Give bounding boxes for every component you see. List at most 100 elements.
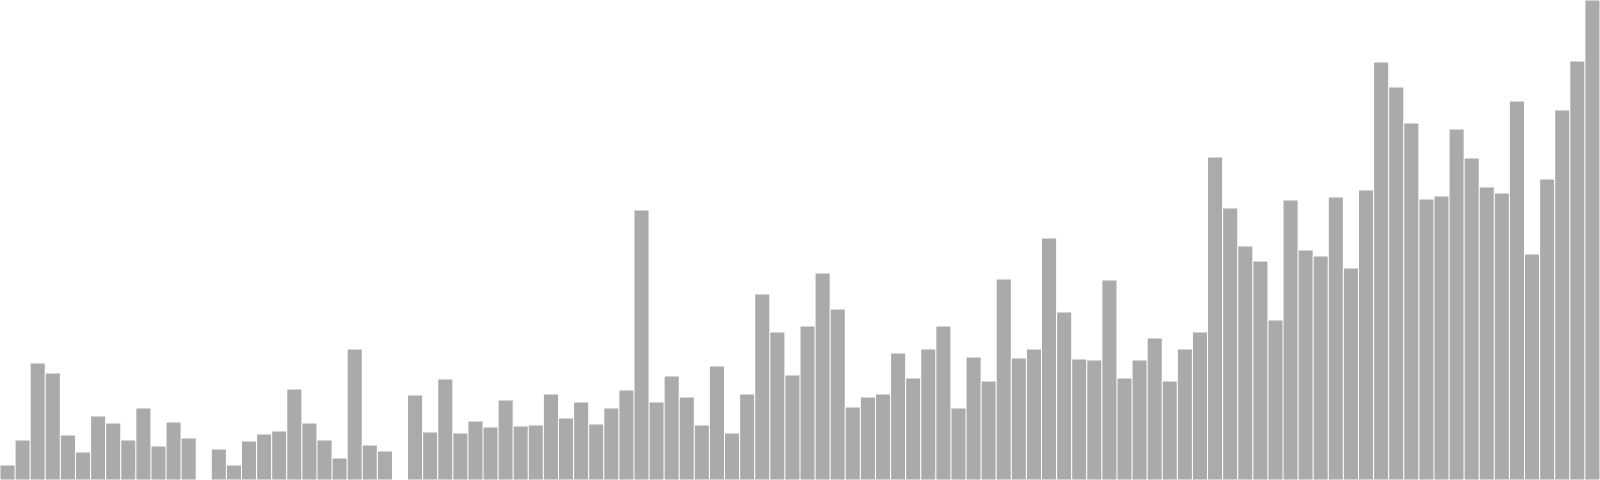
bar xyxy=(90,415,107,480)
bar xyxy=(663,375,680,480)
bar xyxy=(452,432,469,480)
bar xyxy=(1010,357,1027,480)
bar xyxy=(44,372,61,480)
bar xyxy=(1191,331,1209,480)
bar xyxy=(210,448,227,480)
bar xyxy=(1463,157,1480,480)
bar xyxy=(708,365,726,480)
bar xyxy=(301,422,318,480)
bar xyxy=(1116,377,1133,480)
bar xyxy=(588,423,605,480)
bar xyxy=(693,424,710,480)
bar xyxy=(346,348,363,480)
bar xyxy=(557,417,575,480)
bar xyxy=(376,450,393,480)
bar xyxy=(1207,156,1224,480)
bar xyxy=(105,422,122,480)
bar xyxy=(59,434,76,480)
bar xyxy=(497,399,514,480)
bar xyxy=(814,272,831,480)
bar xyxy=(1418,198,1435,480)
bar xyxy=(995,278,1012,480)
bar xyxy=(1584,0,1600,480)
bar xyxy=(1071,358,1088,480)
bar xyxy=(1433,195,1450,480)
bar xyxy=(542,393,559,480)
bar xyxy=(271,430,288,480)
bar xyxy=(1357,189,1375,480)
bar xyxy=(633,209,650,480)
bar xyxy=(603,407,620,480)
bar xyxy=(874,393,892,480)
bar xyxy=(1508,100,1526,480)
bar xyxy=(935,325,952,480)
bar xyxy=(1312,255,1329,480)
bar xyxy=(1041,237,1058,480)
bar xyxy=(648,401,665,480)
bar xyxy=(256,433,273,480)
bar xyxy=(739,393,756,480)
bar xyxy=(74,451,92,480)
bar xyxy=(14,439,31,480)
bar xyxy=(890,352,907,480)
bar xyxy=(0,464,16,480)
bar xyxy=(180,437,197,480)
bar xyxy=(573,401,590,480)
bar xyxy=(724,432,741,480)
bar xyxy=(1569,60,1586,480)
bar xyxy=(1448,128,1465,480)
bar xyxy=(1101,279,1118,480)
bar xyxy=(120,439,137,480)
bar xyxy=(407,394,424,480)
bar xyxy=(331,457,348,480)
bar xyxy=(29,362,46,480)
bar xyxy=(980,380,997,480)
bar xyxy=(754,293,771,480)
bar xyxy=(1176,348,1193,480)
bar xyxy=(361,444,378,480)
bar xyxy=(950,407,967,480)
bar xyxy=(1478,186,1495,480)
bar xyxy=(769,331,786,480)
bar xyxy=(135,407,152,480)
bar xyxy=(965,356,982,480)
bar xyxy=(437,378,454,480)
bar xyxy=(1086,359,1103,480)
bar xyxy=(1554,109,1571,480)
bar xyxy=(422,431,439,480)
bar xyxy=(678,396,695,480)
bar xyxy=(618,389,635,480)
bar xyxy=(1161,380,1178,480)
bar xyxy=(512,425,529,480)
bar xyxy=(1252,260,1269,480)
bar xyxy=(1388,86,1405,480)
bar xyxy=(286,388,303,480)
bar xyxy=(920,348,937,480)
bar xyxy=(1131,359,1148,480)
bar xyxy=(482,426,499,480)
bar xyxy=(1056,311,1073,480)
bar xyxy=(241,440,258,480)
bar xyxy=(165,421,182,480)
bar xyxy=(467,420,484,480)
bar xyxy=(527,424,544,480)
bar xyxy=(150,445,167,480)
bar xyxy=(1493,192,1510,480)
bar xyxy=(1237,245,1254,480)
bar xyxy=(799,325,816,480)
bar xyxy=(844,406,861,480)
bar xyxy=(1403,122,1420,480)
bar xyxy=(1025,348,1043,480)
bar xyxy=(1327,196,1344,480)
bar xyxy=(1342,267,1359,480)
bar xyxy=(1524,253,1541,480)
bar xyxy=(1282,199,1299,480)
bar xyxy=(859,396,876,480)
bar xyxy=(784,374,801,480)
bar xyxy=(905,377,922,480)
bar xyxy=(1222,207,1239,480)
bar xyxy=(1267,319,1284,480)
bar xyxy=(1373,61,1390,480)
bar xyxy=(225,464,243,480)
